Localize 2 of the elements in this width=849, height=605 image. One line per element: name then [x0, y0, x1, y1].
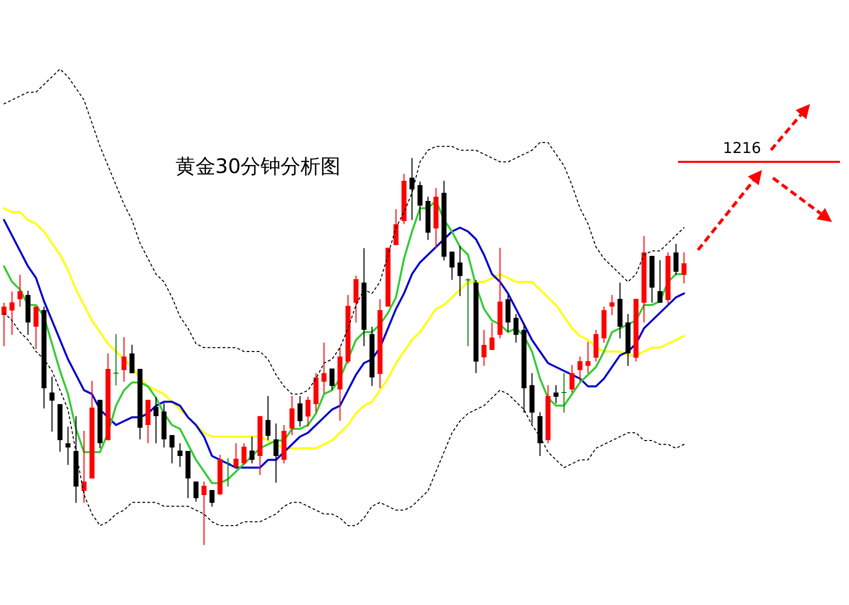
- title: 黄金30分钟分析图: [175, 154, 341, 178]
- annotation: 1216: [722, 139, 762, 157]
